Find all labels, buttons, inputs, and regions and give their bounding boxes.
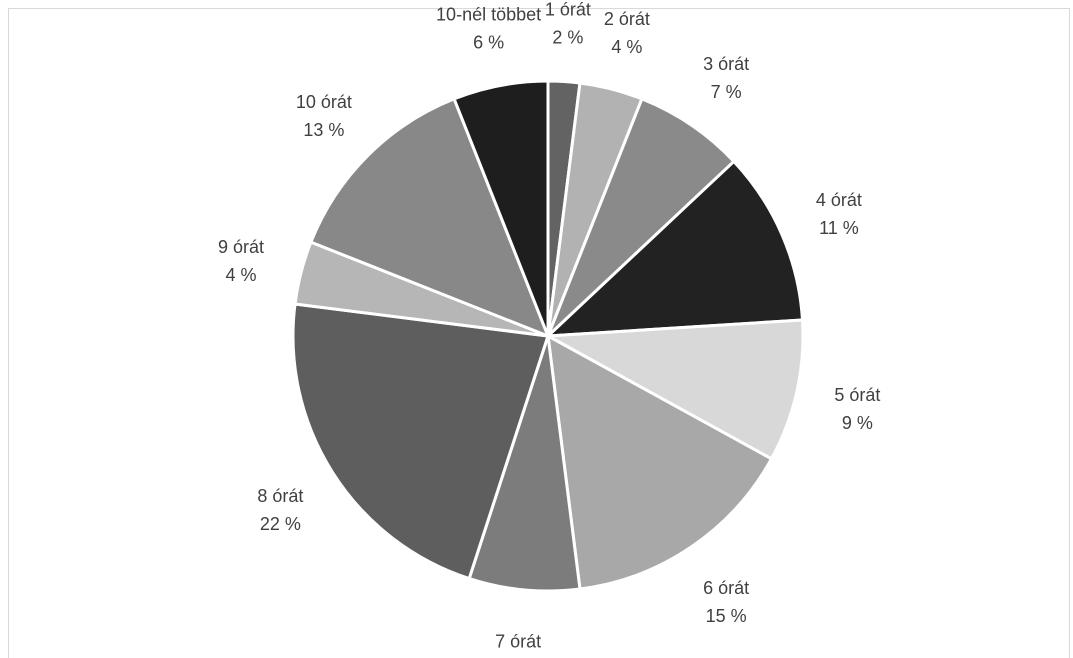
slice-value-label: 13 %	[303, 120, 344, 140]
slice-label-3: 3 órát 7 %	[703, 54, 749, 102]
pie-slices	[291, 79, 805, 593]
slice-value-label: 7 %	[711, 82, 742, 102]
pie-slice-4	[546, 159, 804, 338]
slice-category-label: 3 órát	[703, 54, 749, 74]
slice-category-label: 5 órát	[834, 385, 880, 405]
pie-slice-5	[546, 318, 805, 461]
pie-slice-8	[291, 302, 550, 581]
slice-value-label: 4 %	[225, 265, 256, 285]
slice-category-label: 1 órát	[545, 0, 591, 20]
pie-labels: 1 órát 2 % 2 órát 4 % 3 órát 7 % 4 órát 11 % 5 ó…	[218, 0, 880, 655]
slice-label-6: 6 órát 15 %	[703, 578, 749, 626]
slice-label-4: 4 órát 11 %	[816, 190, 862, 238]
slice-category-label: 6 órát	[703, 578, 749, 598]
slice-category-label: 10-nél többet	[436, 5, 541, 25]
pie-slice-3	[546, 97, 736, 338]
slice-category-label: 8 órát	[257, 486, 303, 506]
slice-value-label: 9 %	[842, 413, 873, 433]
pie-slice-6	[546, 334, 773, 591]
slice-label-2: 2 órát 4 %	[604, 9, 650, 57]
slice-category-label: 10 órát	[296, 92, 352, 112]
slice-category-label: 9 órát	[218, 237, 264, 257]
slice-value-label: 4 %	[611, 37, 642, 57]
pie-slice-11	[452, 79, 550, 338]
slice-category-label: 2 órát	[604, 9, 650, 29]
slice-label-8: 8 órát 22 %	[257, 486, 303, 534]
slice-value-label: 6 %	[473, 33, 504, 53]
slice-label-5: 5 órát 9 %	[834, 385, 880, 433]
slice-label-11: 10-nél többet 6 %	[436, 5, 541, 53]
pie-slice-10	[309, 97, 550, 338]
slice-value-label: 11 %	[819, 218, 859, 238]
pie-slice-7	[467, 334, 582, 593]
slice-label-1: 1 órát 2 %	[545, 0, 591, 48]
slice-value-label: 15 %	[706, 606, 747, 626]
slice-label-9: 9 órát 4 %	[218, 237, 264, 285]
slice-label-10: 10 órát 13 %	[296, 92, 352, 140]
slice-category-label: 7 órát	[495, 632, 541, 652]
slice-category-label: 4 órát	[816, 190, 862, 210]
slice-value-label: 22 %	[260, 514, 301, 534]
slice-value-label: 2 %	[552, 28, 583, 48]
